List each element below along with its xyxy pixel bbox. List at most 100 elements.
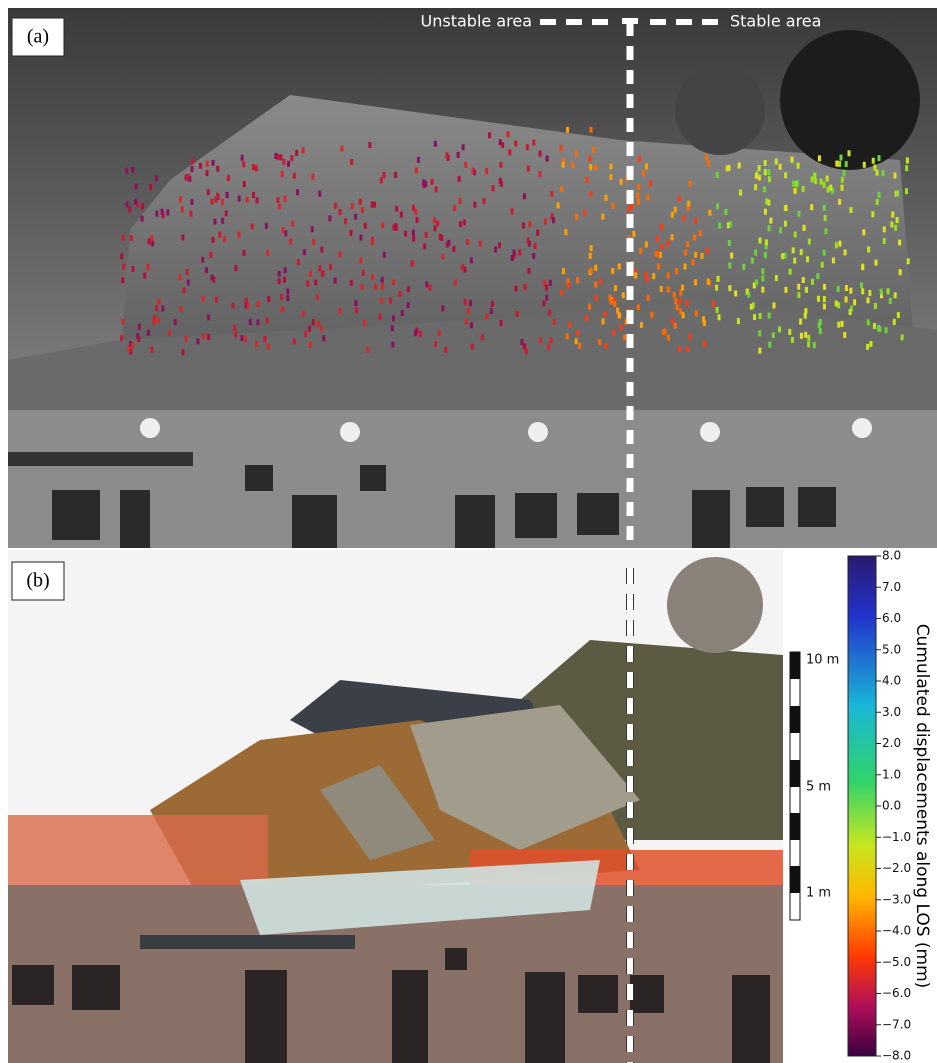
displacement-point (673, 322, 677, 329)
displacement-point (304, 330, 308, 337)
displacement-point (308, 341, 312, 348)
displacement-point (440, 234, 444, 241)
displacement-point (556, 202, 560, 209)
displacement-point (758, 347, 762, 354)
displacement-point (822, 249, 826, 256)
displacement-point (673, 206, 677, 213)
displacement-point (652, 273, 656, 280)
displacement-point (877, 191, 881, 198)
displacement-point (774, 158, 778, 165)
displacement-point (702, 316, 706, 323)
displacement-point (382, 172, 386, 179)
displacement-point (231, 302, 235, 309)
displacement-point (681, 312, 685, 319)
displacement-point (757, 165, 761, 172)
displacement-point (561, 161, 565, 168)
displacement-point (560, 186, 564, 193)
displacement-point (266, 249, 270, 256)
displacement-point (290, 154, 294, 161)
displacement-point (810, 278, 814, 285)
displacement-point (415, 327, 419, 334)
displacement-point (277, 203, 281, 210)
displacement-point (755, 279, 759, 286)
displacement-point (874, 259, 878, 266)
displacement-point (868, 289, 872, 296)
displacement-point (795, 180, 799, 187)
displacement-point (184, 335, 188, 342)
displacement-point (181, 349, 185, 356)
displacement-point (853, 299, 857, 306)
displacement-point (282, 276, 286, 283)
displacement-point (835, 160, 839, 167)
displacement-point (585, 315, 589, 322)
displacement-point (522, 193, 526, 200)
displacement-point (243, 336, 247, 343)
displacement-point (525, 144, 529, 151)
displacement-point (543, 218, 547, 225)
displacement-point (491, 185, 495, 192)
displacement-point (890, 221, 894, 228)
displacement-point (151, 240, 155, 247)
divider-cap (622, 18, 638, 24)
displacement-point (178, 274, 182, 281)
displacement-point (281, 227, 285, 234)
displacement-point (716, 203, 720, 210)
displacement-point (399, 211, 403, 218)
displacement-point (781, 253, 785, 260)
displacement-point (512, 249, 516, 256)
displacement-point (804, 331, 808, 338)
displacement-point (211, 236, 215, 243)
displacement-point (655, 235, 659, 242)
displacement-point (310, 226, 314, 233)
displacement-point (436, 220, 440, 227)
displacement-point (318, 190, 322, 197)
displacement-point (363, 320, 367, 327)
displacement-point (265, 317, 269, 324)
displacement-point (684, 249, 688, 256)
displacement-point (225, 192, 229, 199)
displacement-point (893, 292, 897, 299)
displacement-point (488, 132, 492, 139)
displacement-point (184, 174, 188, 181)
displacement-point (871, 157, 875, 164)
displacement-point (639, 322, 643, 329)
displacement-point (354, 213, 358, 220)
displacement-point (817, 155, 821, 162)
displacement-point (411, 204, 415, 211)
displacement-point (578, 342, 582, 349)
displacement-point (506, 131, 510, 138)
panel-label: (b) (26, 570, 49, 592)
displacement-point (389, 297, 393, 304)
displacement-point (244, 297, 248, 304)
displacement-point (432, 217, 436, 224)
displacement-point (844, 161, 848, 168)
displacement-point (363, 222, 367, 229)
displacement-point (166, 209, 170, 216)
displacement-point (752, 282, 756, 289)
displacement-point (838, 198, 842, 205)
displacement-point (861, 264, 865, 271)
displacement-point (120, 334, 124, 341)
displacement-point (150, 346, 154, 353)
displacement-point (791, 247, 795, 254)
displacement-point (467, 307, 471, 314)
displacement-point (671, 318, 675, 325)
displacement-point (688, 180, 692, 187)
displacement-point (895, 190, 899, 197)
displacement-point (453, 279, 457, 286)
displacement-point (328, 215, 332, 222)
displacement-point (463, 266, 467, 273)
displacement-point (394, 223, 398, 230)
displacement-point (256, 319, 260, 326)
displacement-point (753, 314, 757, 321)
displacement-point (333, 202, 337, 209)
displacement-point (549, 337, 553, 344)
displacement-point (510, 208, 514, 215)
annotation: Unstable area (421, 12, 532, 31)
displacement-point (468, 300, 472, 307)
displacement-point (240, 335, 244, 342)
displacement-point (822, 181, 826, 188)
displacement-point (574, 150, 578, 157)
displacement-point (873, 302, 877, 309)
colorbar-title: Cumulated displacements along LOS (mm) (912, 624, 932, 989)
